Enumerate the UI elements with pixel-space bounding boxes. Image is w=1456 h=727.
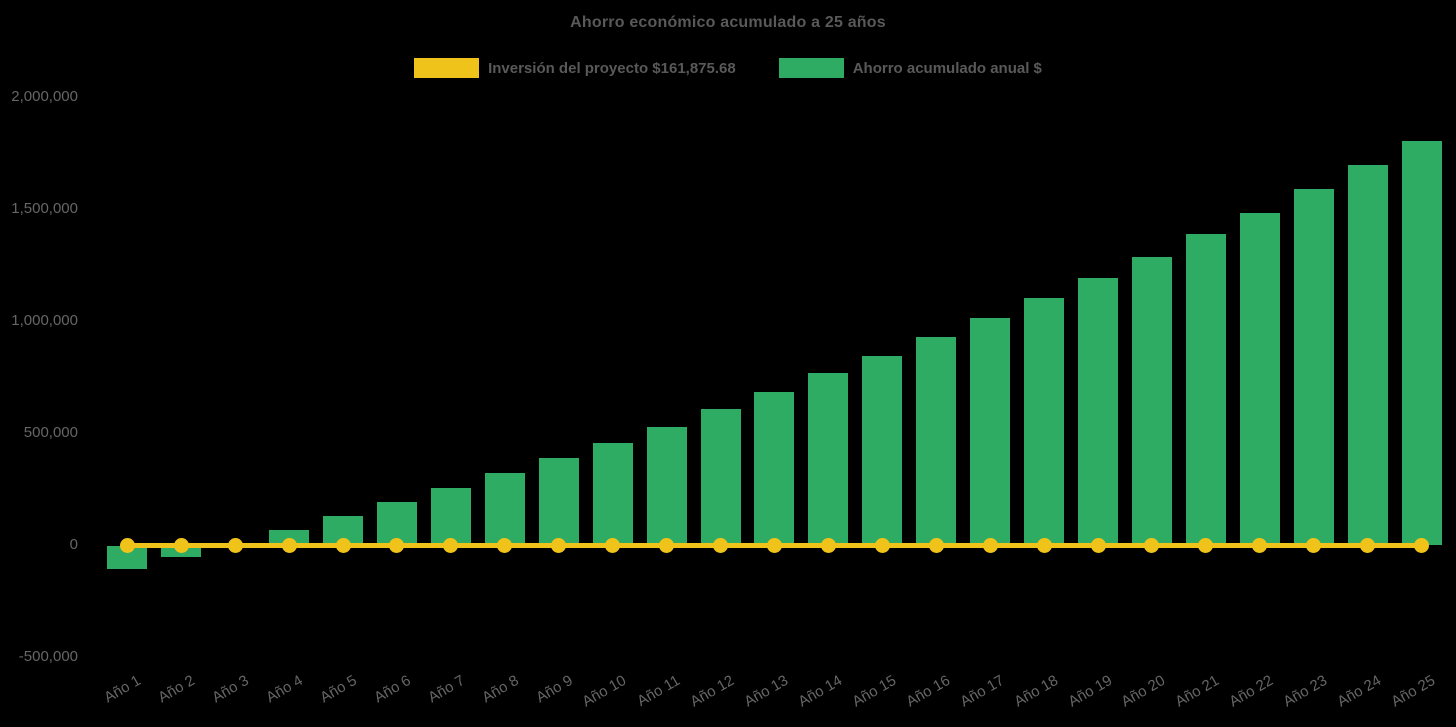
legend-item-inversion[interactable]: Inversión del proyecto $161,875.68 [414, 58, 736, 78]
bar [970, 318, 1011, 545]
x-axis-tick-label: Año 21 [1172, 672, 1223, 711]
x-axis-tick-label: Año 16 [903, 672, 953, 711]
x-axis-tick-label: Año 25 [1388, 672, 1439, 711]
y-axis-tick-label: -500,000 [18, 648, 78, 665]
x-axis-tick-label: Año 10 [579, 672, 630, 711]
x-axis-tick-label: Año 12 [687, 672, 738, 711]
investment-line-marker [1414, 537, 1430, 553]
investment-line-marker [335, 537, 351, 553]
x-axis-tick-label: Año 2 [155, 672, 198, 707]
y-axis-tick-label: 0 [69, 536, 78, 553]
investment-line-marker [766, 537, 782, 553]
bar [700, 409, 741, 545]
investment-line-marker [281, 537, 297, 553]
investment-line-marker [1306, 537, 1322, 553]
legend-item-ahorro[interactable]: Ahorro acumulado anual $ [778, 58, 1042, 78]
investment-line-marker [1090, 537, 1106, 553]
bar [1239, 212, 1280, 545]
investment-line-marker [713, 537, 729, 553]
investment-line-marker [227, 537, 243, 553]
y-axis-tick-label: 1,500,000 [11, 200, 78, 217]
x-axis-tick-label: Año 1 [101, 672, 144, 707]
x-axis-tick-label: Año 11 [634, 672, 684, 710]
investment-line-marker [928, 537, 944, 553]
investment-line-marker [119, 537, 135, 553]
investment-line-marker [1144, 537, 1160, 553]
legend-swatch [414, 58, 480, 78]
x-axis-tick-label: Año 3 [209, 672, 252, 707]
investment-line-marker [659, 537, 675, 553]
investment-line-marker [1252, 537, 1268, 553]
bar [1293, 189, 1334, 545]
x-axis-tick-label: Año 24 [1334, 672, 1385, 711]
bar [1347, 165, 1388, 545]
legend-label: Inversión del proyecto $161,875.68 [488, 59, 736, 77]
bar [754, 391, 795, 545]
bar [862, 356, 903, 545]
bar [484, 472, 525, 545]
x-axis-tick-label: Año 5 [317, 672, 360, 707]
legend-swatch [778, 58, 844, 78]
x-axis-tick-label: Año 9 [532, 672, 576, 707]
bar [430, 488, 471, 545]
bar [1024, 298, 1065, 545]
investment-line-marker [605, 537, 621, 553]
legend: Inversión del proyecto $161,875.68 Ahorr… [0, 58, 1456, 78]
bar [538, 458, 579, 545]
x-axis-tick-label: Año 6 [371, 672, 414, 707]
investment-line-marker [874, 537, 890, 553]
investment-line-marker [551, 537, 567, 553]
bar [646, 426, 687, 545]
bar [1078, 277, 1119, 545]
investment-line-marker [1360, 537, 1376, 553]
x-axis-tick-label: Año 22 [1226, 672, 1277, 711]
y-axis-tick-label: 2,000,000 [11, 88, 78, 105]
x-axis-tick-label: Año 7 [424, 672, 468, 707]
bar [107, 546, 148, 570]
bar [592, 442, 633, 545]
x-axis-tick-label: Año 14 [795, 672, 845, 711]
investment-line-marker [173, 537, 189, 553]
legend-label: Ahorro acumulado anual $ [852, 59, 1042, 77]
chart-title: Ahorro económico acumulado a 25 años [570, 14, 886, 31]
investment-line-marker [389, 537, 405, 553]
x-axis-tick-label: Año 18 [1010, 672, 1061, 711]
x-axis-tick-label: Año 15 [849, 672, 899, 711]
x-axis-tick-label: Año 13 [741, 672, 791, 711]
investment-line-marker [820, 537, 836, 553]
bar [916, 337, 957, 545]
y-axis-tick-label: 1,000,000 [11, 312, 78, 329]
x-axis-tick-label: Año 8 [478, 672, 522, 707]
investment-line-marker [982, 537, 998, 553]
bar [808, 373, 849, 545]
investment-line-marker [1036, 537, 1052, 553]
investment-line-marker [1198, 537, 1214, 553]
x-axis-tick-label: Año 23 [1280, 672, 1331, 711]
investment-line-marker [443, 537, 459, 553]
x-axis-tick-label: Año 19 [1064, 672, 1115, 711]
investment-line-marker [497, 537, 513, 553]
x-axis-tick-label: Año 17 [957, 672, 1007, 711]
bar [1185, 234, 1226, 545]
bar [1131, 256, 1172, 545]
y-axis-tick-label: 500,000 [23, 424, 78, 441]
x-axis-tick-label: Año 4 [263, 672, 306, 707]
x-axis-tick-label: Año 20 [1118, 672, 1169, 711]
bar [1401, 140, 1442, 545]
